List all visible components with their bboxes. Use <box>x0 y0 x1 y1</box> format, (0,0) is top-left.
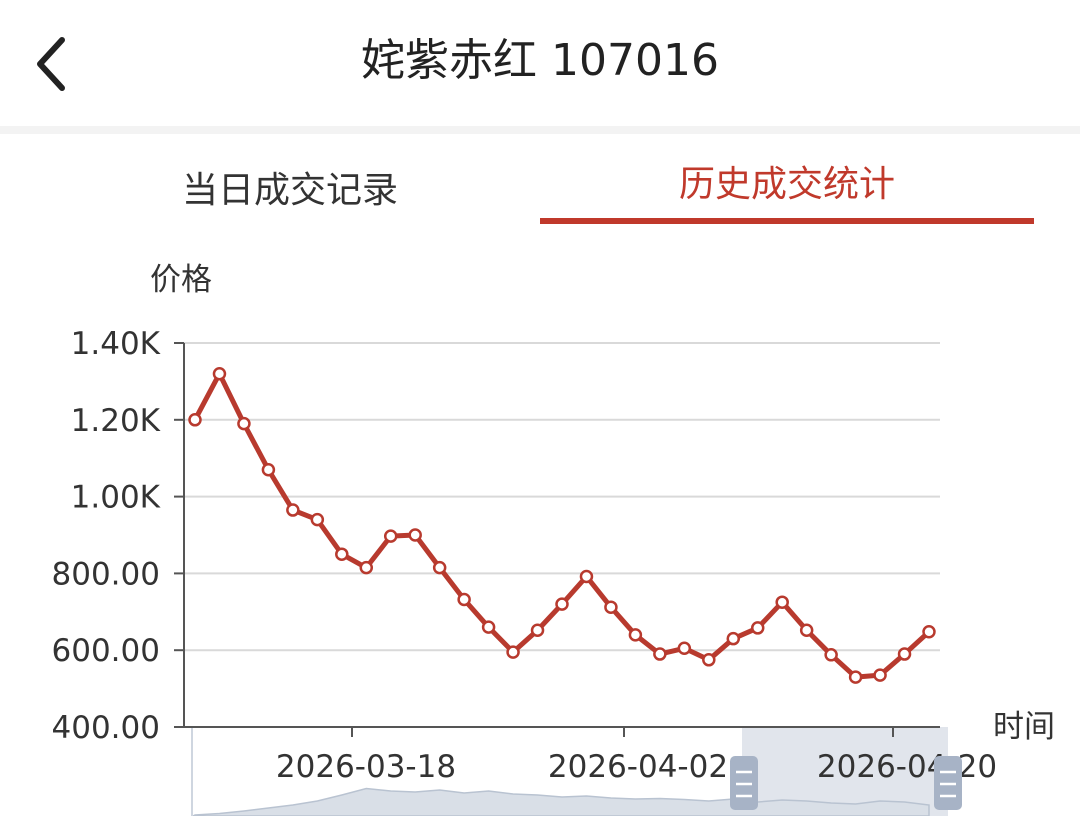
data-point[interactable] <box>261 462 276 477</box>
data-point[interactable] <box>677 641 692 656</box>
data-point[interactable] <box>653 647 667 661</box>
data-point[interactable] <box>750 621 765 635</box>
tab-history-stats[interactable]: 历史成交统计 <box>678 164 895 205</box>
y-tick-label: 400.00 <box>52 710 160 746</box>
data-point[interactable] <box>383 529 398 543</box>
data-point[interactable] <box>824 648 838 662</box>
chevron-left-icon <box>37 37 65 91</box>
data-point[interactable] <box>286 503 300 517</box>
data-point[interactable] <box>897 647 912 661</box>
y-tick-label: 600.00 <box>52 633 160 669</box>
price-history-chart: 价格 400.00 600.00 800.00 1.00K 1.20K 1.40K 2026-… <box>0 230 1080 816</box>
y-axis-title: 价格 <box>150 262 212 298</box>
x-tick-label: 2026-04-02 <box>548 749 728 785</box>
data-point[interactable] <box>212 366 227 381</box>
data-point[interactable] <box>922 625 936 639</box>
page-title: 姹紫赤红 107016 <box>361 35 719 86</box>
data-point[interactable] <box>848 670 863 684</box>
data-point[interactable] <box>237 416 251 431</box>
chart-canvas: 价格 400.00 600.00 800.00 1.00K 1.20K 1.40K 2026-… <box>52 262 1055 816</box>
data-zoom-handle-left[interactable] <box>730 756 758 810</box>
data-point[interactable] <box>310 512 325 527</box>
y-tick-label: 1.00K <box>71 480 161 516</box>
header-divider <box>0 126 1080 134</box>
data-point[interactable] <box>359 560 374 575</box>
data-point[interactable] <box>702 653 716 667</box>
data-point[interactable] <box>555 597 569 611</box>
x-tick-label: 2026-03-18 <box>276 749 456 785</box>
data-point[interactable] <box>579 569 594 584</box>
tab-daily-records[interactable]: 当日成交记录 <box>181 170 398 211</box>
back-button[interactable] <box>22 26 82 98</box>
data-point[interactable] <box>432 560 447 575</box>
data-point[interactable] <box>530 623 545 637</box>
data-zoom-handle-right[interactable] <box>934 756 962 810</box>
data-point[interactable] <box>873 668 887 682</box>
x-tick-label: 2026-04-20 <box>817 749 997 785</box>
y-tick-label: 800.00 <box>52 556 160 592</box>
data-point[interactable] <box>481 620 496 634</box>
data-point[interactable] <box>628 628 643 642</box>
data-point[interactable] <box>188 413 202 427</box>
data-point[interactable] <box>408 528 422 542</box>
data-point[interactable] <box>457 592 471 607</box>
header-bar: 姹紫赤红 107016 <box>0 0 1080 126</box>
data-point[interactable] <box>775 595 789 609</box>
data-point[interactable] <box>604 600 618 614</box>
x-axis-title: 时间 <box>993 709 1055 745</box>
data-point[interactable] <box>506 645 520 659</box>
data-point[interactable] <box>799 623 814 637</box>
data-point[interactable] <box>335 547 349 561</box>
y-tick-label: 1.20K <box>71 403 161 439</box>
y-tick-label: 1.40K <box>71 326 161 362</box>
data-point[interactable] <box>726 631 741 646</box>
active-tab-indicator <box>540 218 1034 224</box>
